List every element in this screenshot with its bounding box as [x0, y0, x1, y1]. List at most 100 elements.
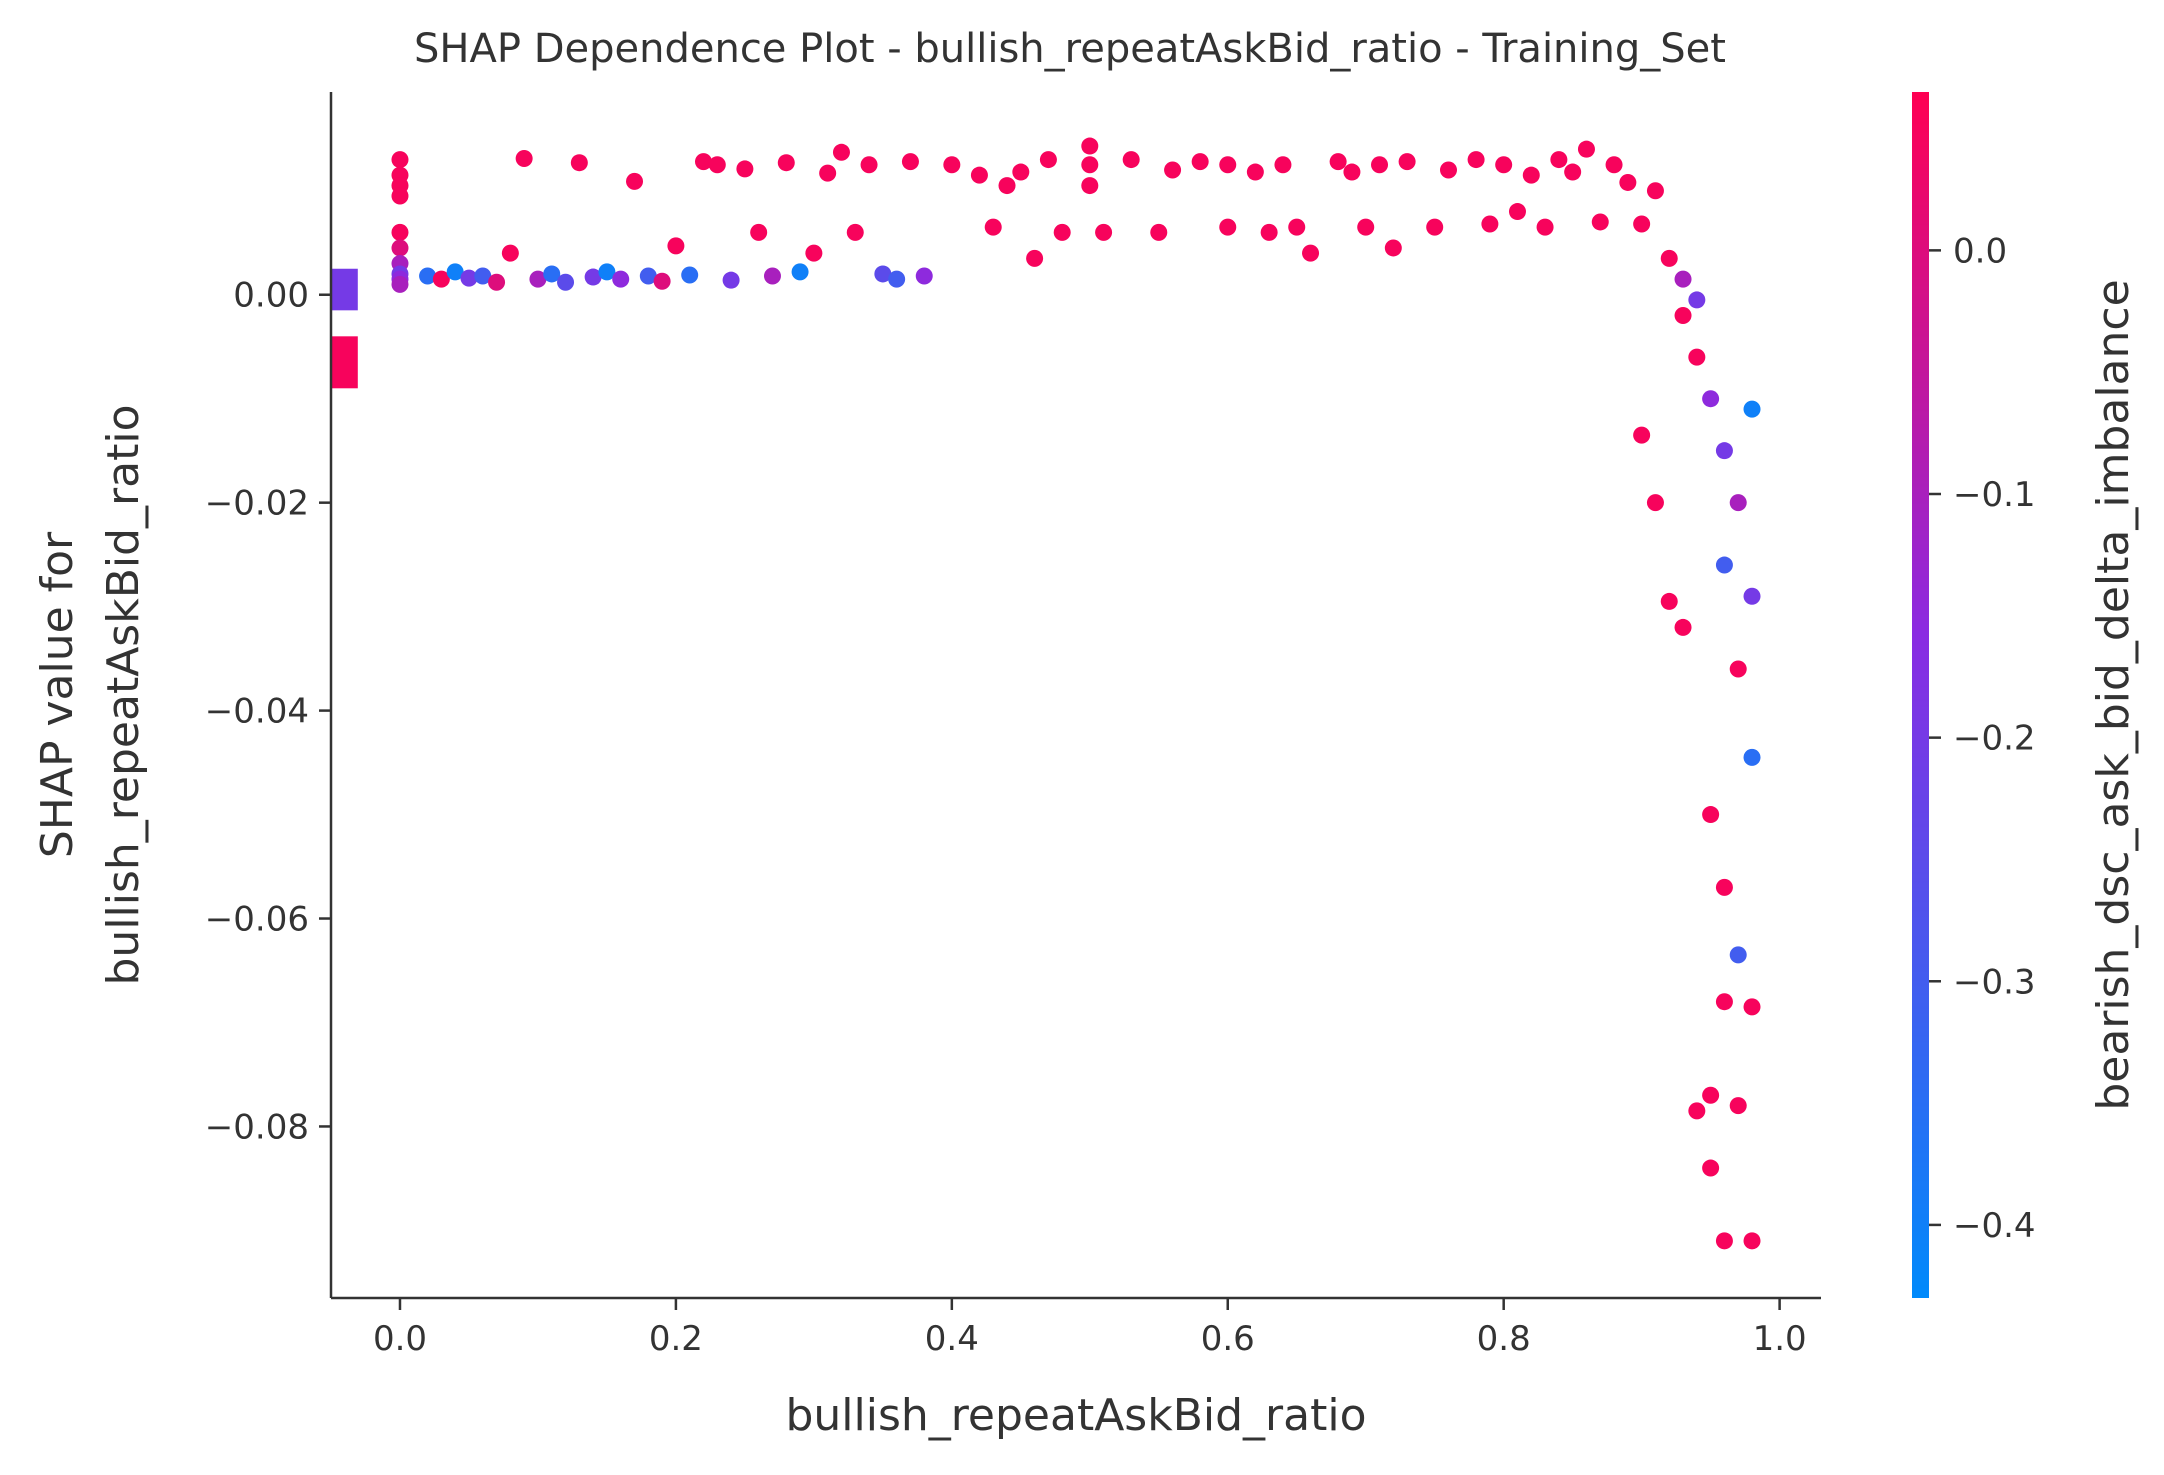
scatter-point	[1729, 1097, 1747, 1115]
scatter-point	[1729, 946, 1747, 964]
scatter-point	[901, 153, 919, 171]
scatter-point	[874, 265, 892, 283]
scatter-point	[819, 164, 837, 182]
colorbar-tick-label: −0.4	[1953, 1206, 2036, 1246]
x-tick-label: 1.0	[1753, 1319, 1807, 1359]
scatter-point	[791, 263, 809, 281]
scatter-point	[1371, 156, 1389, 174]
scatter-point	[722, 271, 740, 289]
scatter-point	[1715, 556, 1733, 574]
scatter-point	[501, 244, 519, 262]
scatter-point	[460, 269, 478, 287]
scatter-point	[1012, 163, 1030, 181]
scatter-point	[1577, 140, 1595, 158]
scatter-point	[1384, 239, 1402, 257]
scatter-point	[391, 187, 409, 205]
scatter-point	[984, 218, 1002, 236]
scatter-point	[777, 154, 795, 172]
scatter-point	[998, 177, 1016, 195]
scatter-point	[1550, 151, 1568, 169]
scatter-point	[1508, 203, 1526, 221]
y-tick-label: 0.00	[233, 276, 309, 316]
scatter-point	[1633, 215, 1651, 233]
scatter-point	[391, 151, 409, 169]
colorbar	[1912, 92, 1929, 1298]
scatter-point	[832, 143, 850, 161]
scatter-point	[653, 272, 671, 290]
colorbar-tick-label: 0.0	[1953, 231, 2007, 271]
scatter-point	[639, 267, 657, 285]
scatter-point	[446, 263, 464, 281]
scatter-point	[1702, 1159, 1720, 1177]
scatter-point	[529, 270, 547, 288]
scatter-point	[1743, 748, 1761, 766]
scatter-point	[1688, 1102, 1706, 1120]
scatter-point	[1150, 223, 1168, 241]
scatter-point	[736, 160, 754, 178]
scatter-point	[1495, 156, 1513, 174]
scatter-point	[1357, 218, 1375, 236]
scatter-point	[1026, 249, 1044, 267]
scatter-point	[667, 237, 685, 255]
colorbar-ticks: 0.0 −0.1 −0.2 −0.3 −0.4	[1929, 231, 2036, 1246]
scatter-point	[1081, 137, 1099, 155]
scatter-point	[474, 267, 492, 285]
scatter-point	[1702, 390, 1720, 408]
scatter-point	[570, 154, 588, 172]
scatter-point	[846, 223, 864, 241]
scatter-point	[1591, 213, 1609, 231]
colorbar-tick-label: −0.1	[1953, 475, 2036, 515]
scatter-point	[1743, 1232, 1761, 1250]
scatter-point	[750, 223, 768, 241]
scatter-point	[1729, 660, 1747, 678]
x-tick-label: 0.0	[373, 1319, 427, 1359]
scatter-point	[1633, 426, 1651, 444]
x-tick-label: 0.8	[1477, 1319, 1531, 1359]
scatter-point	[1039, 151, 1057, 169]
scatter-point	[557, 273, 575, 291]
scatter-point	[1564, 163, 1582, 181]
scatter-point	[943, 156, 961, 174]
scatter-point	[1660, 592, 1678, 610]
y-tick-label: −0.06	[205, 900, 309, 940]
x-axis-label: bullish_repeatAskBid_ratio	[785, 1390, 1366, 1441]
scatter-point	[432, 270, 450, 288]
scatter-point	[488, 273, 506, 291]
nan-points-layer	[331, 268, 358, 389]
scatter-point	[1729, 494, 1747, 512]
scatter-point	[1688, 348, 1706, 366]
scatter-point	[1605, 156, 1623, 174]
x-tick-label: 0.4	[925, 1319, 979, 1359]
scatter-point	[598, 263, 616, 281]
scatter-point	[1274, 156, 1292, 174]
x-tick-label: 0.6	[1201, 1319, 1255, 1359]
scatter-point	[1122, 151, 1140, 169]
scatter-point	[1246, 163, 1264, 181]
scatter-point	[543, 265, 561, 283]
scatter-point	[1715, 442, 1733, 460]
scatter-point	[1674, 270, 1692, 288]
scatter-point	[1715, 878, 1733, 896]
points-layer	[391, 137, 1761, 1250]
scatter-point	[888, 270, 906, 288]
scatter-point	[1743, 400, 1761, 418]
scatter-point	[1329, 153, 1347, 171]
scatter-point	[1522, 166, 1540, 184]
nan-point-group	[331, 336, 358, 389]
colorbar-label: bearish_dsc_ask_bid_delta_imbalance	[2088, 279, 2139, 1110]
scatter-point	[1688, 291, 1706, 309]
scatter-point	[970, 166, 988, 184]
scatter-point	[915, 267, 933, 285]
colorbar-tick-label: −0.2	[1953, 719, 2036, 759]
scatter-point	[1743, 998, 1761, 1016]
scatter-point	[1302, 244, 1320, 262]
y-ticks: 0.00 −0.02 −0.04 −0.06 −0.08	[205, 276, 331, 1147]
y-tick-label: −0.02	[205, 484, 309, 524]
scatter-point	[1426, 218, 1444, 236]
scatter-point	[763, 267, 781, 285]
scatter-point	[805, 244, 823, 262]
scatter-point	[1646, 494, 1664, 512]
scatter-point	[1440, 161, 1457, 179]
scatter-point	[1467, 151, 1485, 169]
scatter-point	[1646, 182, 1664, 200]
